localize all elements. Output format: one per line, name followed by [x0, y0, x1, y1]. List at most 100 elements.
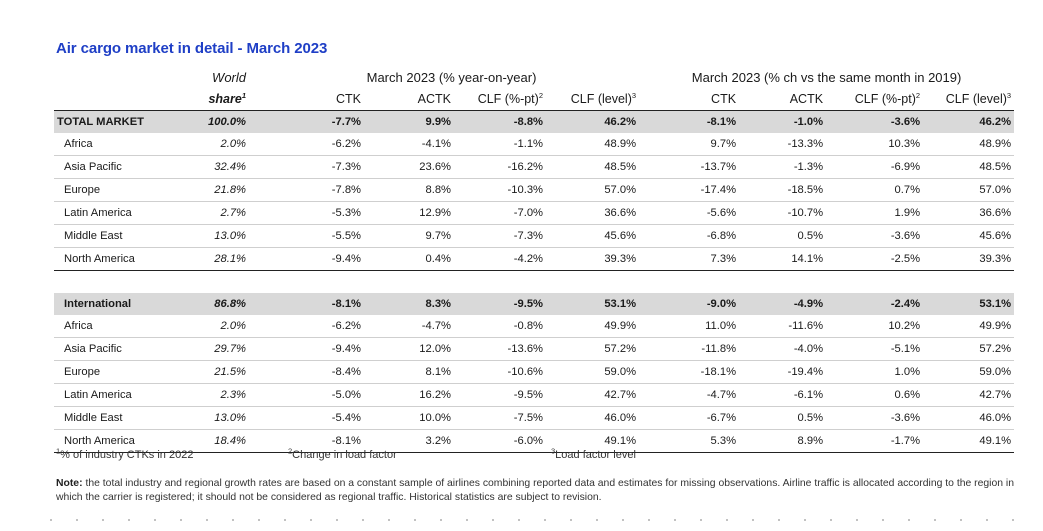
metric-value: 8.3% — [364, 293, 454, 315]
metric-value: -3.6% — [826, 110, 924, 133]
metric-value: -7.5% — [454, 406, 546, 430]
region-name: Europe — [54, 360, 174, 384]
metric-value: 57.0% — [923, 178, 1015, 202]
world-share-value: 18.4% — [174, 429, 264, 453]
group-header-yoy: March 2023 (% year-on-year) — [366, 69, 537, 85]
table-row: North America 28.1% -9.4% 0.4% -4.2% 39.3% 7.3… — [54, 247, 1015, 271]
footnote-2: 2Change in load factor — [288, 446, 397, 461]
world-share-value: 21.8% — [174, 178, 264, 202]
page-title: Air cargo market in detail - March 2023 — [56, 40, 328, 57]
region-name: Middle East — [54, 406, 174, 430]
summary-row: International 86.8% -8.1% 8.3% -9.5% 53.1% -9.… — [54, 293, 1015, 315]
metric-value: 36.6% — [923, 201, 1015, 225]
metric-value: -1.7% — [826, 429, 924, 453]
metric-value: 16.2% — [364, 383, 454, 407]
col-actk-2019: ACTK — [739, 88, 827, 111]
metric-value: 1.9% — [826, 201, 924, 225]
metric-value: 3.2% — [364, 429, 454, 453]
metric-value: 42.7% — [546, 383, 640, 407]
metric-value: -13.3% — [739, 133, 827, 156]
world-share-value: 13.0% — [174, 224, 264, 248]
col-actk: ACTK — [364, 88, 454, 111]
metric-value: -8.4% — [264, 360, 364, 384]
metric-value: -1.0% — [739, 110, 827, 133]
metric-value: 5.3% — [639, 429, 740, 453]
metric-value: -6.1% — [739, 383, 827, 407]
metric-value: -9.0% — [639, 293, 740, 315]
metric-value: 0.4% — [364, 247, 454, 271]
metric-value: 49.9% — [923, 315, 1015, 338]
metric-value: 10.2% — [826, 315, 924, 338]
region-name: Latin America — [54, 201, 174, 225]
metric-value: -4.0% — [739, 337, 827, 361]
region-name: Middle East — [54, 224, 174, 248]
metric-value: -10.6% — [454, 360, 546, 384]
metric-value: -7.0% — [454, 201, 546, 225]
world-share-value: 21.5% — [174, 360, 264, 384]
world-share-value: 2.0% — [174, 133, 264, 156]
metric-value: -4.2% — [454, 247, 546, 271]
metric-value: 9.9% — [364, 110, 454, 133]
metric-value: -9.5% — [454, 293, 546, 315]
metric-value: -5.0% — [264, 383, 364, 407]
metric-value: 12.0% — [364, 337, 454, 361]
metric-value: -9.4% — [264, 337, 364, 361]
summary-row: TOTAL MARKET 100.0% -7.7% 9.9% -8.8% 46.2% -8.… — [54, 110, 1015, 133]
metric-value: 9.7% — [639, 133, 740, 156]
metric-value: 8.1% — [364, 360, 454, 384]
metric-value: -18.5% — [739, 178, 827, 202]
metric-value: 14.1% — [739, 247, 827, 271]
region-name: Asia Pacific — [54, 337, 174, 361]
col-clf-pt-2019: CLF (%-pt)2 — [826, 88, 924, 111]
metric-value: 48.5% — [923, 155, 1015, 179]
metric-value: -8.8% — [454, 110, 546, 133]
metric-value: 46.0% — [923, 406, 1015, 430]
region-name: Latin America — [54, 383, 174, 407]
metric-value: -4.7% — [364, 315, 454, 338]
world-share-value: 100.0% — [174, 110, 264, 133]
metric-value: 57.2% — [923, 337, 1015, 361]
metric-value: -8.1% — [264, 293, 364, 315]
metric-value: 49.1% — [546, 429, 640, 453]
metric-value: 48.5% — [546, 155, 640, 179]
world-share-value: 2.7% — [174, 201, 264, 225]
share-header: share1 — [174, 88, 264, 111]
metric-value: 7.3% — [639, 247, 740, 271]
metric-value: -16.2% — [454, 155, 546, 179]
metric-value: 10.0% — [364, 406, 454, 430]
table-row: Middle East 13.0% -5.4% 10.0% -7.5% 46.0% -6.7… — [54, 406, 1015, 430]
metric-value: -3.6% — [826, 224, 924, 248]
metric-value: -4.9% — [739, 293, 827, 315]
metric-value: 39.3% — [923, 247, 1015, 271]
table-row: Asia Pacific 32.4% -7.3% 23.6% -16.2% 48.5% -1… — [54, 155, 1015, 179]
world-share-value: 2.3% — [174, 383, 264, 407]
metric-value: 0.5% — [739, 406, 827, 430]
table-row: Middle East 13.0% -5.5% 9.7% -7.3% 45.6% -6.8%… — [54, 224, 1015, 248]
metric-value: 8.8% — [364, 178, 454, 202]
world-share-value: 13.0% — [174, 406, 264, 430]
footnote-1: 1% of industry CTKs in 2022 — [56, 446, 194, 461]
world-share-value: 29.7% — [174, 337, 264, 361]
region-name: TOTAL MARKET — [54, 110, 174, 133]
region-name: Europe — [54, 178, 174, 202]
metric-value: -4.1% — [364, 133, 454, 156]
world-share-value: 2.0% — [174, 315, 264, 338]
col-clf-level: CLF (level)3 — [546, 88, 640, 111]
metric-value: -2.5% — [826, 247, 924, 271]
region-name: North America — [54, 247, 174, 271]
table-row: Asia Pacific 29.7% -9.4% 12.0% -13.6% 57.2% -1… — [54, 337, 1015, 361]
metric-value: -17.4% — [639, 178, 740, 202]
region-name: Africa — [54, 133, 174, 156]
table-row: North America 18.4% -8.1% 3.2% -6.0% 49.1% 5.3… — [54, 429, 1015, 453]
table-row: Europe 21.5% -8.4% 8.1% -10.6% 59.0% -18.1% -19… — [54, 360, 1015, 384]
metric-value: -5.5% — [264, 224, 364, 248]
metric-value: -7.8% — [264, 178, 364, 202]
metric-value: 12.9% — [364, 201, 454, 225]
table-row: Africa 2.0% -6.2% -4.7% -0.8% 49.9% 11.0% -11.6… — [54, 315, 1015, 338]
metric-value: 46.2% — [546, 110, 640, 133]
metric-value: 1.0% — [826, 360, 924, 384]
metric-value: 48.9% — [546, 133, 640, 156]
metric-value: -11.6% — [739, 315, 827, 338]
metric-value: 53.1% — [923, 293, 1015, 315]
region-name: Africa — [54, 315, 174, 338]
